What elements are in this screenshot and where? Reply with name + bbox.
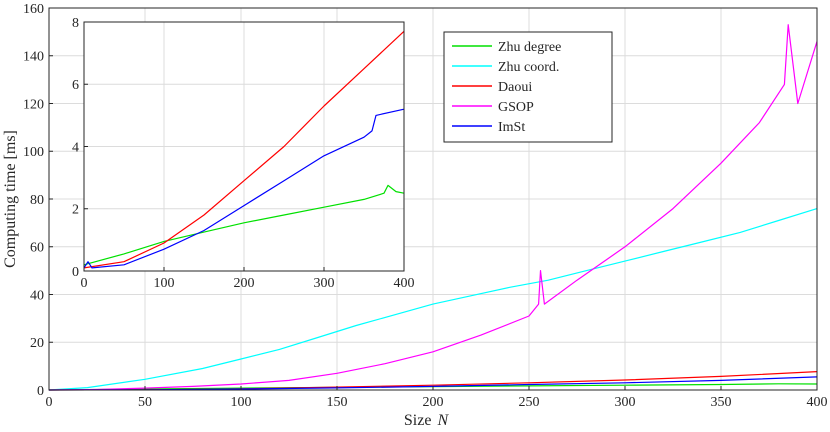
main-y-tick-label: 20 (30, 336, 44, 351)
main-series-gsop (48, 24, 818, 391)
inset-series-imst (83, 108, 405, 269)
main-y-tick-label: 160 (23, 2, 44, 17)
inset-series-daoui (83, 30, 405, 269)
inset-y-tick-label: 2 (72, 203, 79, 218)
main-y-tick-label: 100 (23, 145, 44, 160)
main-x-tick-label: 200 (423, 395, 444, 410)
legend-label-daoui: Daoui (498, 80, 532, 95)
inset-x-tick-label: 200 (234, 276, 255, 291)
main-series-zhu-coord (48, 208, 818, 391)
x-axis-label-text: Size (404, 412, 432, 429)
main-x-tick-label: 400 (807, 395, 828, 410)
x-axis-label-variable: N (436, 412, 449, 429)
main-series (48, 24, 818, 391)
legend-label-gsop: GSOP (498, 100, 534, 115)
main-x-tick-label: 50 (138, 395, 152, 410)
inset-series-zhu-degree (83, 184, 405, 266)
inset-y-tick-label: 8 (72, 16, 79, 31)
y-axis-label: Computing time [ms] (2, 130, 19, 268)
main-x-tick-label: 300 (615, 395, 636, 410)
inset-y-tick-label: 4 (72, 140, 79, 155)
inset-y-tick-label: 0 (72, 265, 79, 280)
inset-y-tick-label: 6 (72, 78, 79, 93)
main-x-tick-label: 150 (327, 395, 348, 410)
main-series-zhu-degree (48, 383, 818, 391)
main-ticks: 0 50 100 150 200 250 300 350 4000204060801001201… (23, 2, 828, 410)
main-y-tick-label: 0 (37, 384, 44, 399)
main-x-tick-label: 350 (711, 395, 732, 410)
legend-label-zhu-degree: Zhu degree (498, 40, 561, 55)
main-y-tick-label: 120 (23, 97, 44, 112)
main-x-tick-label: 250 (519, 395, 540, 410)
inset-x-tick-label: 300 (314, 276, 335, 291)
main-y-tick-label: 40 (30, 288, 44, 303)
inset-x-tick-label: 0 (81, 276, 88, 291)
main-x-tick-label: 100 (231, 395, 252, 410)
main-x-tick-label: 0 (46, 395, 53, 410)
x-axis-label: Size N (404, 412, 450, 429)
inset-x-tick-label: 100 (154, 276, 175, 291)
legend: Zhu degree Zhu coord. Daoui GSOP ImSt (443, 31, 613, 143)
legend-label-imst: ImSt (498, 120, 525, 135)
main-y-tick-label: 140 (23, 50, 44, 65)
main-y-tick-label: 80 (30, 193, 44, 208)
legend-box (443, 31, 613, 143)
inset-series (83, 30, 405, 269)
inset-x-tick-label: 400 (394, 276, 415, 291)
legend-label-zhu-coord: Zhu coord. (498, 60, 559, 75)
main-y-tick-label: 60 (30, 241, 44, 256)
inset-ticks: 0 100 200 300 400 0 2 4 6 8 (72, 16, 415, 291)
